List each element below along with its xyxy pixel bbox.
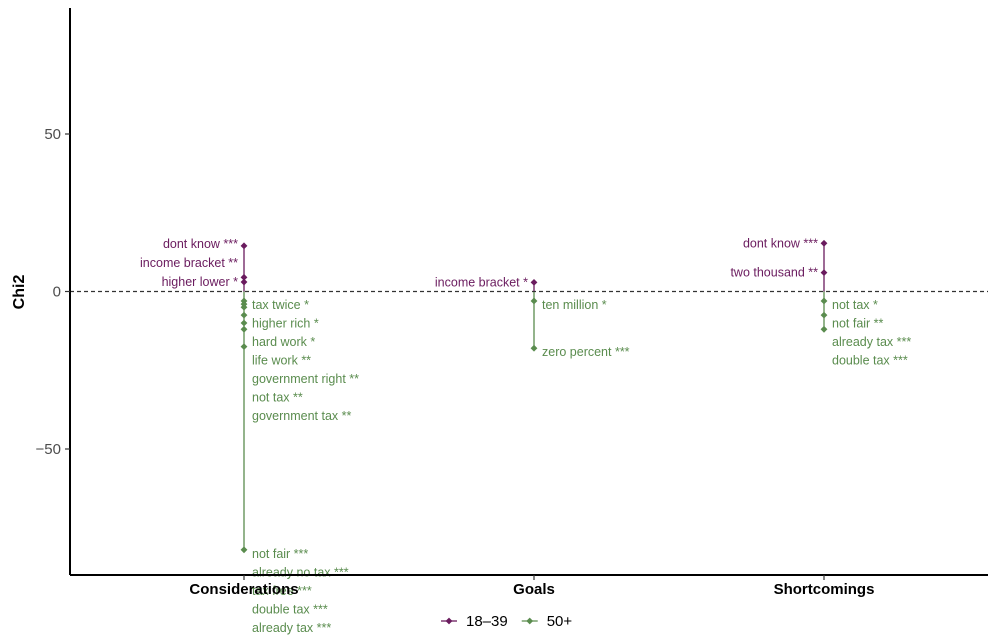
data-point bbox=[530, 297, 538, 305]
point-label: not fair *** bbox=[252, 547, 308, 561]
point-label: two thousand ** bbox=[730, 266, 818, 280]
data-point bbox=[820, 239, 828, 247]
data-point bbox=[240, 319, 248, 327]
data-point bbox=[530, 278, 538, 286]
data-point bbox=[240, 311, 248, 319]
ticks-layer: −50 0 50 Considerations Goals Shortcomings bbox=[36, 126, 875, 598]
point-label: dont know *** bbox=[743, 236, 818, 250]
point-label: government right ** bbox=[252, 372, 359, 386]
point-label: already tax *** bbox=[832, 335, 911, 349]
point-label: higher lower * bbox=[162, 275, 239, 289]
data-point bbox=[820, 269, 828, 276]
point-label: tax free *** bbox=[252, 584, 312, 598]
data-point bbox=[240, 303, 248, 311]
point-label: ten million * bbox=[542, 298, 607, 312]
legend-key-marker bbox=[445, 617, 453, 625]
x-category-label: Goals bbox=[513, 581, 555, 598]
data-point bbox=[820, 297, 828, 305]
data-point bbox=[240, 273, 248, 281]
legend: 18–39 50+ bbox=[441, 613, 572, 630]
data-point bbox=[530, 344, 538, 352]
point-label: already no tax *** bbox=[252, 565, 349, 579]
data-point bbox=[240, 546, 248, 554]
point-label: double tax *** bbox=[252, 602, 328, 616]
legend-key-marker bbox=[526, 617, 534, 625]
point-label: income bracket * bbox=[435, 275, 528, 289]
point-label: double tax *** bbox=[832, 353, 908, 367]
y-tick-label: 50 bbox=[44, 126, 61, 143]
x-category-label: Shortcomings bbox=[774, 581, 875, 598]
point-label: higher rich * bbox=[252, 316, 319, 330]
data-point bbox=[240, 343, 248, 351]
point-label: not tax * bbox=[832, 298, 878, 312]
point-label: already tax *** bbox=[252, 621, 331, 635]
point-label: income bracket ** bbox=[140, 256, 238, 270]
legend-label: 18–39 bbox=[466, 613, 508, 630]
y-tick-label: −50 bbox=[36, 441, 61, 458]
point-label: life work ** bbox=[252, 353, 311, 367]
point-label: hard work * bbox=[252, 335, 315, 349]
x-category-label: Considerations bbox=[189, 581, 298, 598]
data-point bbox=[240, 242, 248, 250]
legend-label: 50+ bbox=[547, 613, 573, 630]
y-axis-title: Chi2 bbox=[11, 275, 28, 310]
data-point bbox=[240, 278, 248, 286]
point-label: not tax ** bbox=[252, 390, 303, 404]
point-label: zero percent *** bbox=[542, 345, 630, 359]
labels-layer: higher lower * income bracket ** dont know… bbox=[140, 236, 911, 634]
point-label: dont know *** bbox=[163, 237, 238, 251]
point-label: government tax ** bbox=[252, 409, 351, 423]
data-point bbox=[820, 311, 828, 319]
point-label: not fair ** bbox=[832, 316, 884, 330]
data-point bbox=[820, 325, 828, 333]
y-tick-label: 0 bbox=[53, 284, 61, 301]
data-point bbox=[240, 325, 248, 333]
point-label: tax twice * bbox=[252, 298, 309, 312]
points-layer bbox=[240, 239, 828, 554]
axes-layer bbox=[69, 8, 988, 576]
